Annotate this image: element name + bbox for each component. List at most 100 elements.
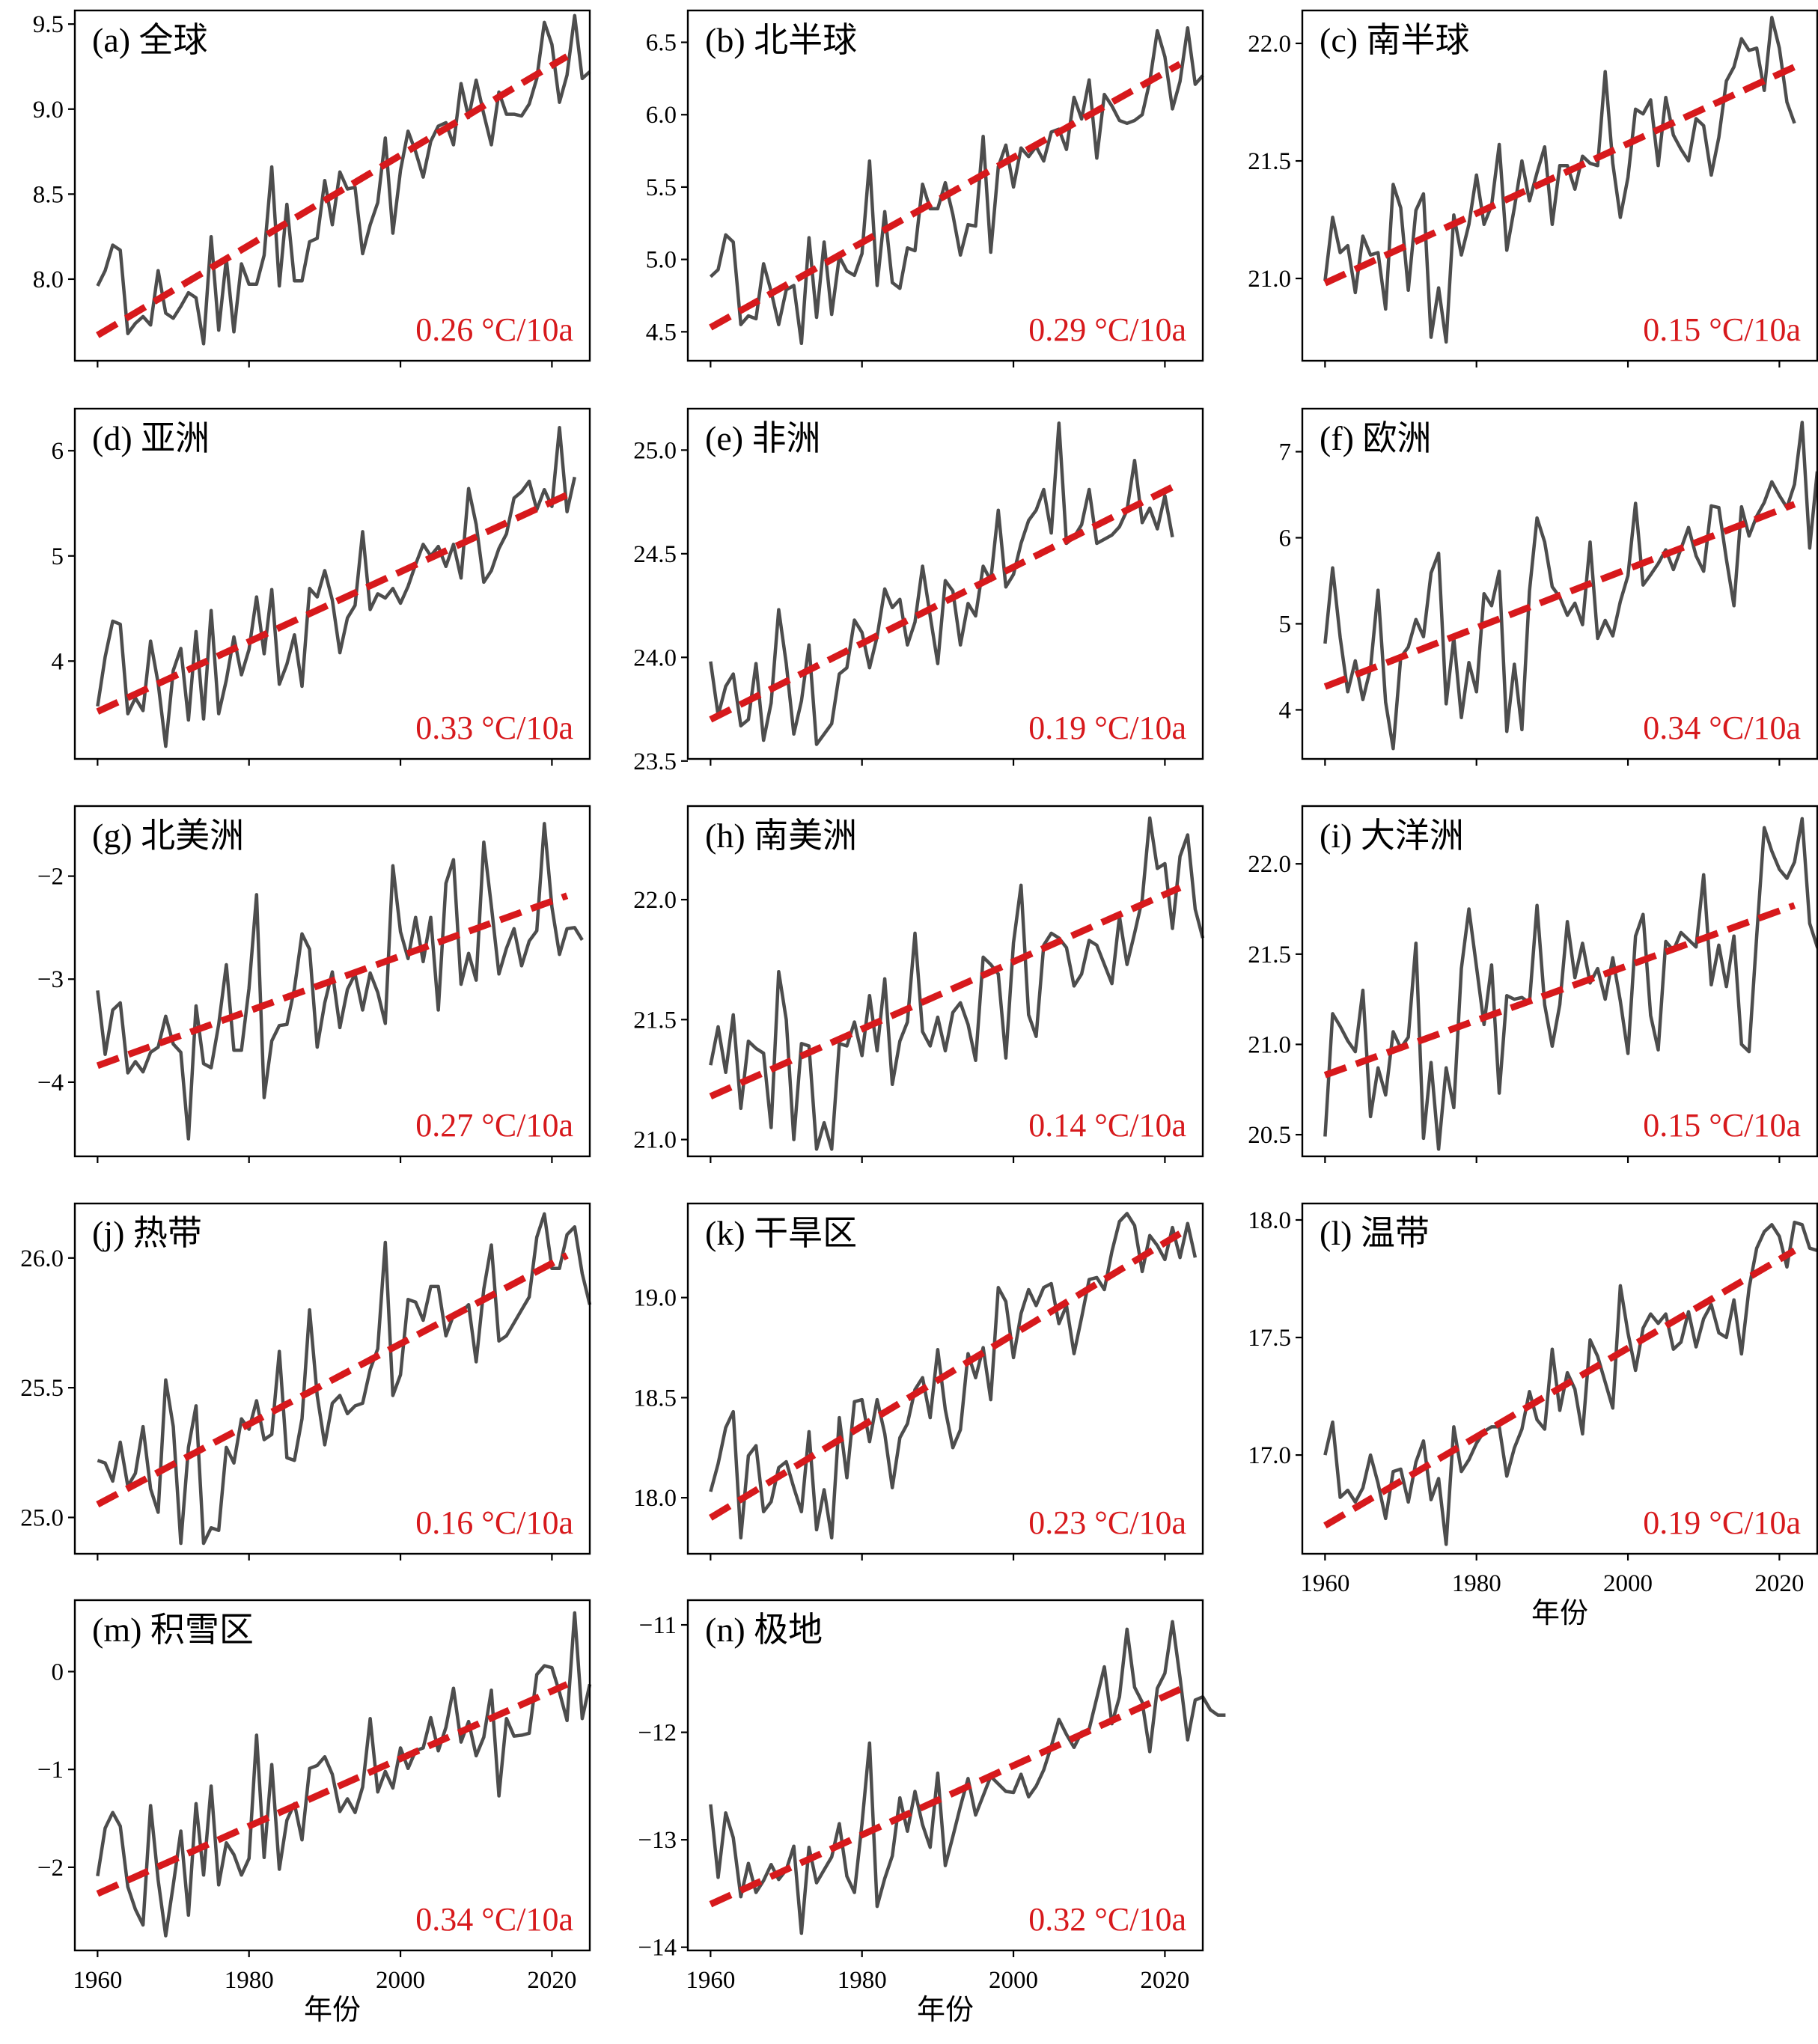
trend-label-d: 0.33 °C/10a (415, 710, 573, 746)
panel-i: 20.5 21.0 21.5 22.0 (i) 大洋洲 0.15 °C/10a (1248, 805, 1818, 1163)
xtick-label-n-2: 2000 (989, 1967, 1038, 1994)
xlabel-l: 年份 (1531, 1598, 1588, 1629)
xtick-label-l-2: 2000 (1603, 1570, 1653, 1597)
panel-f: 4 5 6 7 (f) 欧洲 0.34 °C/10a (1279, 407, 1818, 766)
trend-line-a (96, 53, 569, 338)
ytick-label-j-2: 26.0 (20, 1245, 64, 1272)
panel-b: 4.5 5.0 5.5 6.0 6.5 (b) 北半球 0.29 °C/10a (646, 9, 1204, 367)
panel-d: 4 5 6 (d) 亚洲 0.33 °C/10a (52, 407, 591, 766)
trend-label-i: 0.15 °C/10a (1643, 1107, 1801, 1144)
ytick-label-f-1: 5 (1279, 611, 1292, 638)
ytick-label-n-0: −14 (638, 1935, 677, 1962)
trend-label-f: 0.34 °C/10a (1643, 710, 1801, 746)
axes-frame-j (73, 1202, 591, 1555)
axes-frame-n (686, 1599, 1204, 1952)
ytick-label-h-2: 22.0 (633, 887, 677, 914)
series-line-m (96, 1611, 592, 1938)
trend-line-g (96, 892, 569, 1070)
ytick-label-d-0: 4 (52, 648, 64, 675)
ytick-label-d-1: 5 (52, 543, 64, 570)
series-line-e (709, 421, 1174, 746)
panel-title-l: (l) 温带 (1320, 1214, 1430, 1252)
panel-title-c: (c) 南半球 (1320, 21, 1470, 59)
ytick-label-l-1: 17.5 (1248, 1325, 1291, 1352)
ytick-label-m-2: 0 (52, 1659, 64, 1685)
series-line-n (709, 1620, 1226, 1935)
trend-line-n (709, 1686, 1182, 1908)
xtick-label-l-3: 2020 (1754, 1570, 1804, 1597)
ytick-label-j-0: 25.0 (20, 1504, 64, 1531)
ytick-label-g-0: −4 (37, 1070, 64, 1096)
xtick-label-n-3: 2020 (1140, 1967, 1189, 1994)
series-line-h (709, 816, 1205, 1151)
trend-label-n: 0.32 °C/10a (1028, 1901, 1186, 1938)
panel-title-j: (j) 热带 (92, 1214, 202, 1252)
ytick-label-e-2: 24.5 (633, 541, 677, 568)
ytick-label-g-2: −2 (37, 864, 64, 891)
trend-line-h (709, 884, 1182, 1099)
trend-label-m: 0.34 °C/10a (415, 1901, 573, 1938)
panel-title-h: (h) 南美洲 (705, 817, 857, 855)
trend-line-m (96, 1681, 569, 1897)
ytick-label-b-3: 6.0 (646, 102, 677, 129)
series-line-b (709, 25, 1204, 346)
trend-line-d (96, 492, 569, 715)
panel-h: 21.0 21.5 22.0 (h) 南美洲 0.14 °C/10a (633, 805, 1205, 1163)
trend-label-c: 0.15 °C/10a (1643, 311, 1801, 348)
ytick-label-i-1: 21.0 (1248, 1031, 1291, 1058)
panel-title-k: (k) 干旱区 (705, 1214, 857, 1252)
axes-frame-k (686, 1202, 1204, 1555)
series-line-k (709, 1212, 1198, 1540)
series-line-a (96, 13, 591, 346)
panel-k: 18.0 18.5 19.0 (k) 干旱区 0.23 °C/10a (633, 1202, 1204, 1561)
ytick-label-e-0: 23.5 (633, 748, 677, 775)
xlabel-n: 年份 (917, 1995, 974, 2026)
panel-title-n: (n) 极地 (705, 1611, 823, 1649)
panel-n: −14 −13 −12 −11 1960 1980 2000 2020 年份 (n) 极地 0.32… (638, 1599, 1226, 2026)
trend-label-h: 0.14 °C/10a (1028, 1107, 1186, 1144)
panel-j: 25.0 25.5 26.0 (j) 热带 0.16 °C/10a (20, 1202, 592, 1561)
xtick-label-m-3: 2020 (527, 1967, 576, 1994)
series-line-f (1323, 421, 1818, 751)
ytick-label-d-2: 6 (52, 438, 64, 465)
xtick-label-l-1: 1980 (1452, 1570, 1501, 1597)
ytick-label-b-4: 6.5 (646, 30, 677, 57)
axes-frame-a (73, 9, 591, 362)
ytick-label-b-1: 5.0 (646, 247, 677, 274)
panel-title-g: (g) 北美洲 (92, 817, 244, 855)
ytick-label-a-3: 9.5 (33, 11, 64, 38)
panel-title-m: (m) 积雪区 (92, 1611, 254, 1649)
ytick-label-h-0: 21.0 (633, 1127, 677, 1154)
ytick-label-k-1: 18.5 (633, 1385, 677, 1412)
ytick-label-n-2: −12 (638, 1720, 677, 1747)
ytick-label-m-1: −1 (37, 1757, 64, 1784)
ytick-label-k-0: 18.0 (633, 1485, 677, 1512)
xtick-label-m-2: 2000 (376, 1967, 425, 1994)
trend-line-c (1323, 64, 1796, 287)
panel-title-d: (d) 亚洲 (92, 419, 210, 457)
ytick-label-a-2: 9.0 (33, 97, 64, 123)
xtick-label-n-0: 1960 (686, 1967, 735, 1994)
ytick-label-i-3: 22.0 (1248, 851, 1291, 878)
trend-label-b: 0.29 °C/10a (1028, 311, 1186, 348)
ytick-label-f-2: 6 (1279, 525, 1292, 552)
trend-label-e: 0.19 °C/10a (1028, 710, 1186, 746)
axes-frame-i (1301, 805, 1818, 1158)
ytick-label-n-3: −11 (639, 1612, 677, 1639)
xtick-label-n-1: 1980 (838, 1967, 887, 1994)
ytick-label-b-0: 4.5 (646, 319, 677, 346)
ytick-label-l-2: 18.0 (1248, 1207, 1291, 1234)
panel-title-e: (e) 非洲 (705, 419, 821, 457)
ytick-label-c-0: 21.0 (1248, 266, 1291, 293)
panel-title-f: (f) 欧洲 (1320, 419, 1431, 457)
xtick-label-m-0: 1960 (73, 1967, 122, 1994)
series-line-j (97, 1212, 592, 1546)
panel-a: 8.0 8.5 9.0 9.5 (a) 全球 0.26 °C/10a (33, 9, 591, 367)
ytick-label-f-0: 4 (1279, 697, 1292, 724)
axes-frame-e (686, 407, 1204, 760)
series-line-g (96, 822, 584, 1141)
series-line-d (96, 426, 576, 748)
panel-m: −2 −1 0 1960 1980 2000 2020 年份 (m) 积雪区 0.34 °C/10… (37, 1599, 592, 2026)
ytick-label-i-2: 21.5 (1248, 942, 1291, 968)
